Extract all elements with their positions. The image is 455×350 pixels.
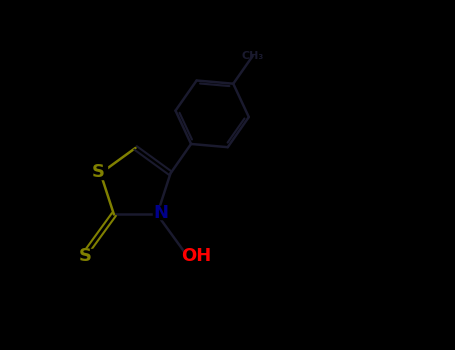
Text: OH: OH (181, 247, 212, 265)
Text: CH₃: CH₃ (242, 51, 264, 61)
Text: S: S (92, 163, 105, 181)
Bar (184, 249, 209, 263)
Text: N: N (153, 203, 168, 222)
Text: S: S (79, 247, 92, 265)
Bar (76, 249, 94, 263)
Bar (90, 166, 107, 179)
Bar (153, 206, 169, 219)
